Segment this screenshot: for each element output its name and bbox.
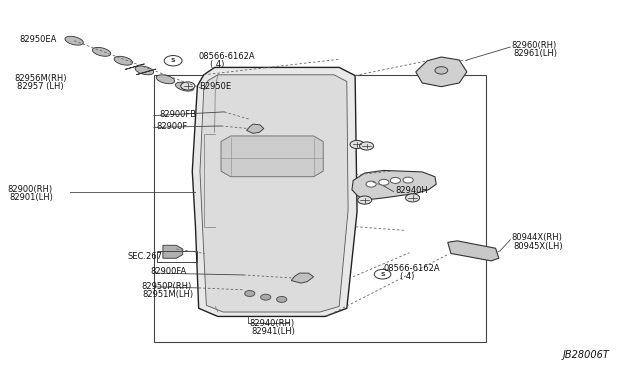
Text: 82900(RH): 82900(RH) [7, 185, 52, 194]
Polygon shape [136, 69, 156, 75]
Circle shape [244, 291, 255, 296]
Circle shape [379, 179, 389, 185]
Polygon shape [175, 82, 194, 91]
Circle shape [366, 181, 376, 187]
Circle shape [435, 67, 448, 74]
Circle shape [180, 82, 195, 90]
Circle shape [360, 142, 374, 150]
Circle shape [406, 194, 420, 202]
Text: 82940(RH): 82940(RH) [250, 319, 295, 328]
Polygon shape [156, 75, 175, 84]
Polygon shape [163, 245, 182, 258]
Text: SEC.267: SEC.267 [127, 252, 162, 261]
Text: 82900F: 82900F [157, 122, 188, 131]
Text: 80944X(RH): 80944X(RH) [511, 233, 563, 243]
Bar [157, 251, 196, 262]
Text: 82957 (LH): 82957 (LH) [17, 82, 64, 91]
Circle shape [260, 294, 271, 300]
Text: S: S [171, 58, 175, 63]
Text: 82951M(LH): 82951M(LH) [143, 290, 193, 299]
Text: 82950P(RH): 82950P(RH) [141, 282, 191, 291]
Circle shape [164, 55, 182, 66]
Text: 08566-6162A: 08566-6162A [384, 264, 440, 273]
Polygon shape [246, 124, 264, 134]
Text: 82900FA: 82900FA [151, 267, 187, 276]
Polygon shape [135, 66, 154, 75]
Bar [154, 75, 486, 341]
Polygon shape [221, 136, 323, 177]
Text: B2950E: B2950E [198, 82, 231, 91]
Circle shape [276, 296, 287, 302]
Polygon shape [200, 75, 348, 312]
Text: 82941(LH): 82941(LH) [252, 327, 296, 336]
Polygon shape [352, 170, 436, 200]
Polygon shape [416, 57, 467, 87]
Text: 82956M(RH): 82956M(RH) [15, 74, 67, 83]
Polygon shape [192, 67, 357, 317]
Text: 82960(RH): 82960(RH) [511, 41, 557, 50]
Text: ( 4): ( 4) [400, 272, 414, 281]
Text: JB28006T: JB28006T [563, 350, 609, 360]
Circle shape [358, 196, 372, 204]
Polygon shape [92, 47, 111, 56]
Circle shape [390, 177, 401, 183]
Polygon shape [448, 241, 499, 261]
Text: 82950EA: 82950EA [20, 35, 57, 44]
Polygon shape [114, 56, 132, 65]
Text: 82900FB: 82900FB [159, 110, 196, 119]
Text: 80945X(LH): 80945X(LH) [513, 241, 563, 250]
Text: 08566-6162A: 08566-6162A [198, 52, 255, 61]
Polygon shape [291, 273, 314, 283]
Text: 82901(LH): 82901(LH) [9, 193, 53, 202]
Text: 82940H: 82940H [396, 186, 428, 195]
Text: ( 4): ( 4) [210, 60, 225, 69]
Polygon shape [125, 64, 145, 70]
Text: S: S [380, 272, 385, 277]
Circle shape [350, 140, 364, 148]
Circle shape [403, 177, 413, 183]
Text: 82961(LH): 82961(LH) [513, 49, 557, 58]
Circle shape [374, 269, 391, 279]
Polygon shape [65, 36, 83, 45]
